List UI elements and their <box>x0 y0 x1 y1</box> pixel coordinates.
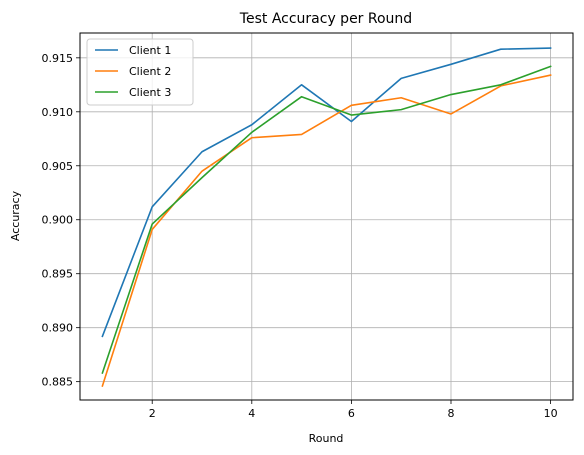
y-tick-label: 0.895 <box>42 268 74 281</box>
legend-label: Client 2 <box>129 65 171 78</box>
x-tick-label: 8 <box>447 407 454 420</box>
x-tick-label: 6 <box>348 407 355 420</box>
chart-title: Test Accuracy per Round <box>239 11 412 27</box>
legend-label: Client 1 <box>129 44 171 57</box>
y-tick-label: 0.915 <box>42 52 74 65</box>
x-axis-label: Round <box>309 432 344 445</box>
x-tick-label: 2 <box>149 407 156 420</box>
y-tick-label: 0.885 <box>42 376 74 389</box>
y-tick-label: 0.900 <box>42 214 74 227</box>
legend-label: Client 3 <box>129 86 171 99</box>
y-tick-label: 0.905 <box>42 160 74 173</box>
legend: Client 1 Client 2 Client 3 <box>87 39 193 105</box>
x-tick-label: 4 <box>248 407 255 420</box>
x-tick-label: 10 <box>544 407 558 420</box>
y-axis-label: Accuracy <box>9 190 22 241</box>
y-tick-label: 0.910 <box>42 106 74 119</box>
y-tick-label: 0.890 <box>42 322 74 335</box>
